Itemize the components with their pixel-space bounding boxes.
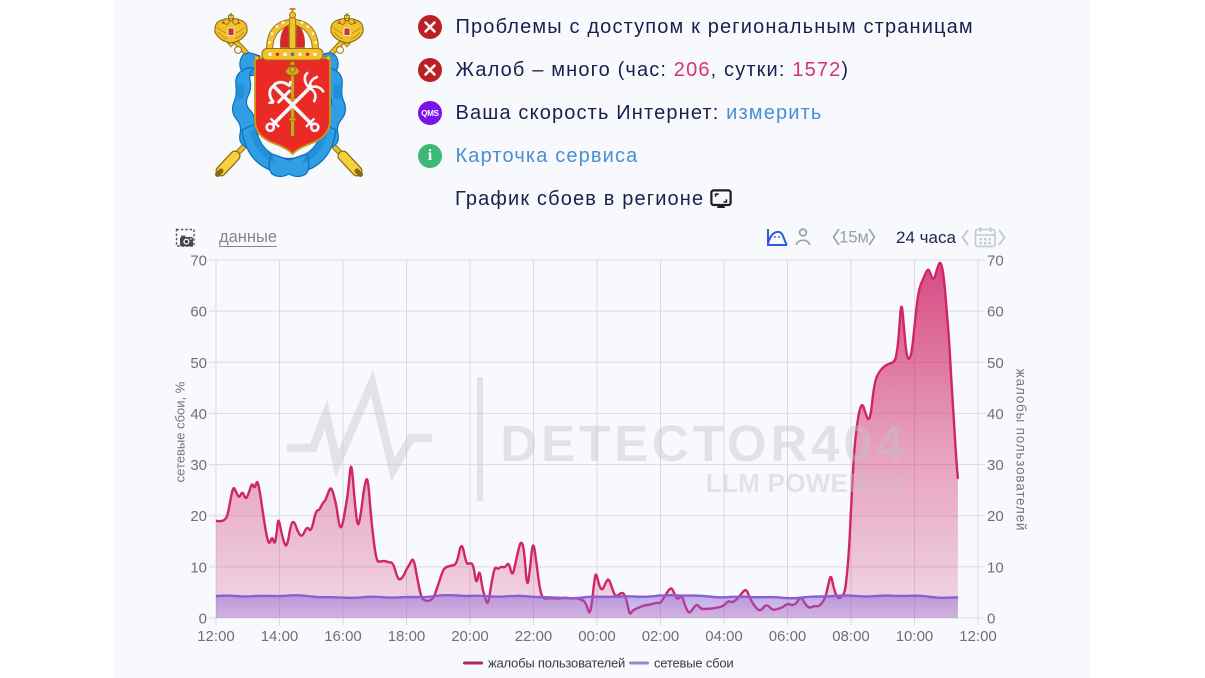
svg-text:22:00: 22:00 <box>515 628 553 645</box>
svg-text:40: 40 <box>190 406 207 423</box>
svg-text:жалобы пользователей: жалобы пользователей <box>488 656 625 671</box>
svg-text:сетевые сбои, %: сетевые сбои, % <box>172 381 187 482</box>
svg-text:15м: 15м <box>839 229 869 247</box>
svg-text:20: 20 <box>190 508 207 525</box>
svg-text:18:00: 18:00 <box>388 628 426 645</box>
svg-text:DETECTOR404: DETECTOR404 <box>500 415 908 472</box>
svg-text:жалобы пользователей: жалобы пользователей <box>1014 369 1029 532</box>
svg-text:14:00: 14:00 <box>261 628 299 645</box>
svg-text:30: 30 <box>190 457 207 474</box>
svg-text:12:00: 12:00 <box>959 628 997 645</box>
svg-text:сетевые сбои: сетевые сбои <box>654 656 733 671</box>
svg-text:10:00: 10:00 <box>896 628 934 645</box>
svg-text:04:00: 04:00 <box>705 628 743 645</box>
svg-text:12:00: 12:00 <box>197 628 235 645</box>
svg-text:06:00: 06:00 <box>769 628 807 645</box>
svg-text:10: 10 <box>190 559 207 576</box>
svg-text:10: 10 <box>987 559 1004 576</box>
svg-text:60: 60 <box>987 304 1004 321</box>
svg-text:40: 40 <box>987 406 1004 423</box>
svg-text:LLM POWERED: LLM POWERED <box>706 468 904 498</box>
svg-text:02:00: 02:00 <box>642 628 680 645</box>
svg-text:24 часа: 24 часа <box>896 228 956 247</box>
svg-text:00:00: 00:00 <box>578 628 616 645</box>
svg-text:16:00: 16:00 <box>324 628 362 645</box>
svg-text:50: 50 <box>987 355 1004 372</box>
svg-text:20:00: 20:00 <box>451 628 489 645</box>
svg-text:50: 50 <box>190 355 207 372</box>
svg-text:70: 70 <box>987 253 1004 270</box>
svg-text:0: 0 <box>199 611 207 628</box>
svg-text:70: 70 <box>190 253 207 270</box>
svg-text:60: 60 <box>190 304 207 321</box>
svg-text:0: 0 <box>987 611 995 628</box>
svg-text:30: 30 <box>987 457 1004 474</box>
svg-text:08:00: 08:00 <box>832 628 870 645</box>
svg-text:20: 20 <box>987 508 1004 525</box>
